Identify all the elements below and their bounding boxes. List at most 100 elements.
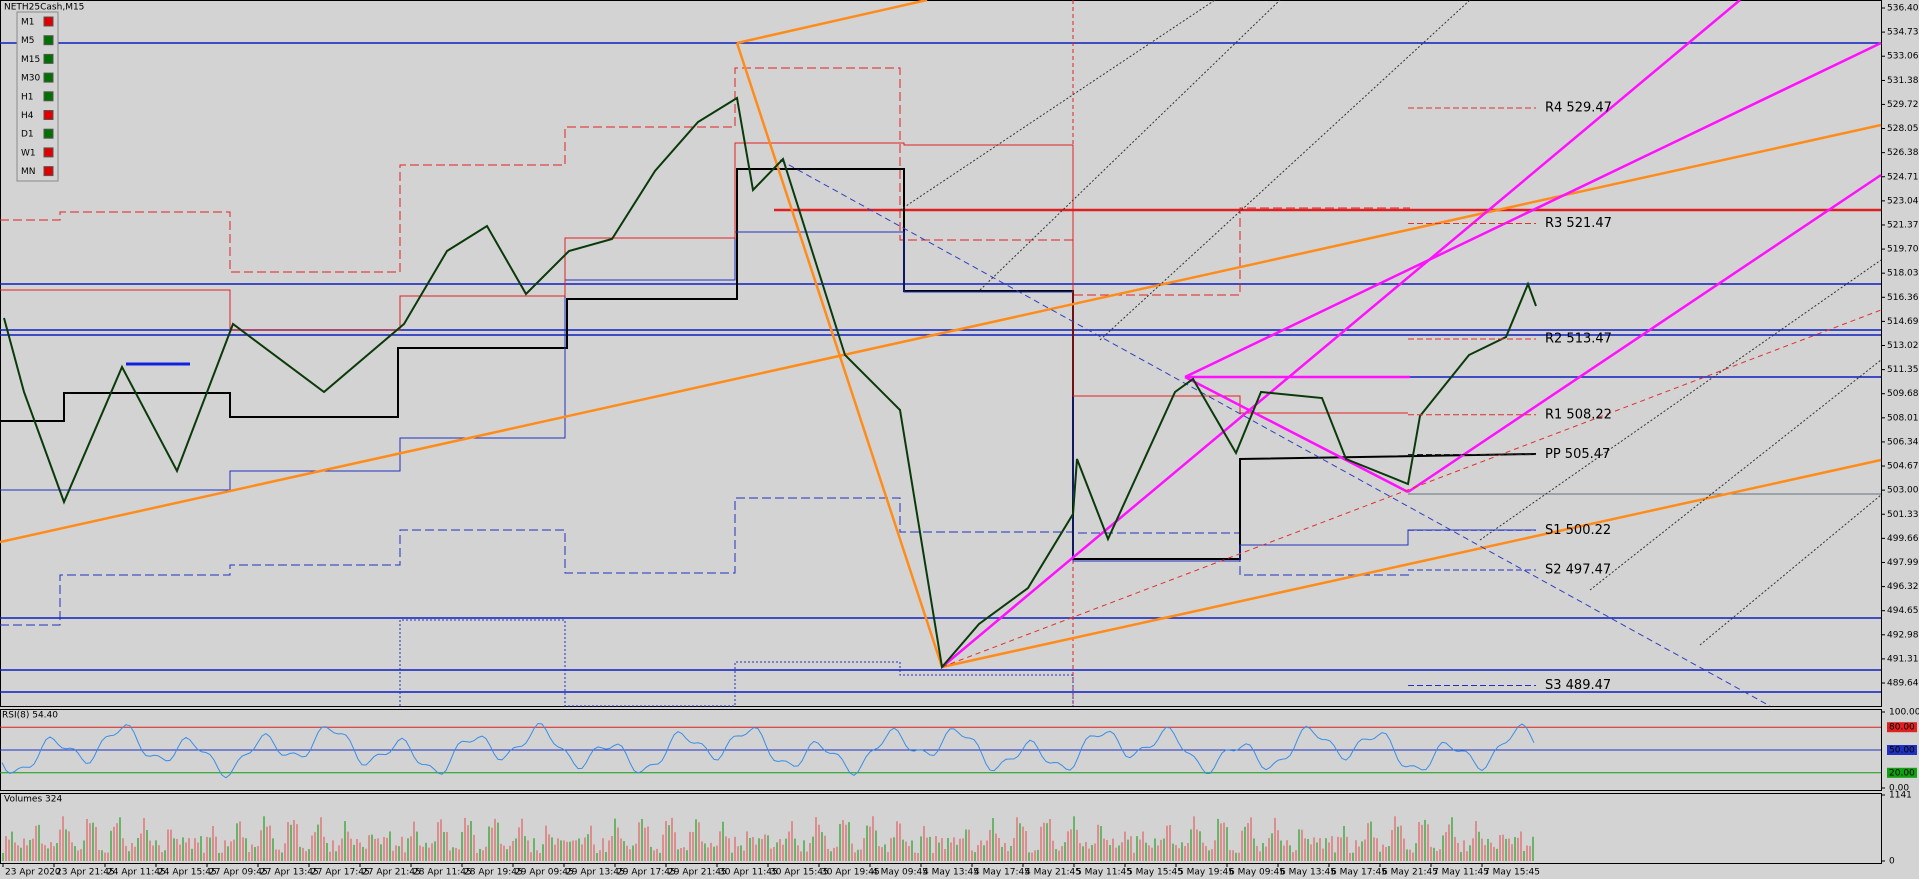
price-tick-label: 526.38: [1887, 148, 1919, 158]
timeframe-label[interactable]: H1: [21, 92, 34, 102]
trendline: [736, 0, 928, 45]
time-tick-label: 5 May 15:45: [1127, 868, 1183, 878]
price-tick-label: 513.02: [1887, 341, 1919, 351]
pivot-step: [0, 497, 1410, 626]
price-tick-label: 503.00: [1887, 486, 1919, 496]
price-tick-label: 506.34: [1887, 437, 1919, 447]
timeframe-label[interactable]: M1: [21, 18, 35, 28]
fib-fan: [1699, 494, 1882, 646]
time-tick-label: 27 Apr 13:45: [260, 868, 319, 878]
price-tick-label: 533.06: [1887, 52, 1919, 62]
pivot-label: R2 513.47: [1545, 332, 1612, 347]
price-tick-label: 489.64: [1887, 679, 1919, 689]
price-tick-label: 528.05: [1887, 124, 1919, 134]
rsi-title: RSI(8) 54.40: [2, 711, 58, 721]
rsi-tick-label: 0.00: [1889, 784, 1909, 794]
price-tick-label: 534.73: [1887, 28, 1919, 38]
time-tick-label: 5 May 11:45: [1076, 868, 1132, 878]
price-tick-label: 521.37: [1887, 220, 1919, 230]
time-tick-label: 30 Apr 15:45: [770, 868, 829, 878]
time-tick-label: 23 Apr 21:45: [56, 868, 115, 878]
price-tick-label: 496.32: [1887, 582, 1919, 592]
time-tick-label: 28 Apr 19:45: [464, 868, 523, 878]
price-tick-label: 504.67: [1887, 462, 1919, 472]
price-line: [3, 96, 1537, 670]
timeframe-status: [43, 91, 54, 102]
timeframe-label[interactable]: MN: [21, 167, 36, 177]
volume-panel: [0, 793, 1882, 864]
time-tick-label: 4 May 09:45: [872, 868, 928, 878]
timeframe-status: [43, 110, 54, 120]
main-panel: [0, 0, 1882, 707]
price-tick-label: 497.99: [1887, 558, 1919, 568]
fib-fan: [979, 0, 1281, 291]
time-tick-label: 28 Apr 11:45: [413, 868, 472, 878]
pivot-label: PP 505.47: [1545, 447, 1610, 462]
pivot-label: R1 508.22: [1545, 407, 1612, 422]
timeframe-status: [43, 147, 54, 158]
levels: [0, 0, 1882, 707]
time-tick-label: 29 Apr 09:45: [515, 868, 574, 878]
price-tick-label: 536.40: [1887, 4, 1919, 14]
channel-line: [1184, 375, 1409, 494]
pivot-label: S2 497.47: [1545, 562, 1611, 577]
time-tick-label: 7 May 15:45: [1484, 868, 1540, 878]
band-step: [0, 231, 1536, 562]
rsi-tick-label: 80.00: [1889, 723, 1915, 733]
timeframe-label[interactable]: W1: [21, 148, 36, 158]
pivot-label: R4 529.47: [1545, 101, 1612, 116]
timeframe-status: [43, 35, 54, 46]
volume-tick-label: 1141: [1889, 791, 1912, 801]
fib-fan: [1479, 259, 1882, 541]
timeframe-status: [43, 166, 54, 177]
time-tick-label: 4 May 21:45: [1025, 868, 1081, 878]
timeframe-label[interactable]: D1: [21, 130, 34, 140]
pivot-label: R3 521.47: [1545, 216, 1612, 231]
rsi-tick-label: 20.00: [1889, 768, 1915, 778]
rsi-level-box: [1887, 745, 1917, 755]
pivot-label: S3 489.47: [1545, 678, 1611, 693]
time-tick-label: 6 May 17:45: [1331, 868, 1387, 878]
channel-line: [1184, 41, 1882, 379]
timeframe-status: [43, 16, 54, 27]
band-step: [0, 142, 1408, 414]
time-tick-label: 29 Apr 17:45: [617, 868, 676, 878]
trendline: [735, 42, 944, 668]
channel-line: [941, 0, 1741, 668]
price-tick-label: 501.33: [1887, 510, 1919, 520]
price-tick-label: 508.01: [1887, 413, 1919, 423]
rsi-tick-label: 100.00: [1889, 708, 1919, 718]
price-tick-label: 511.35: [1887, 365, 1919, 375]
time-tick-label: 27 Apr 09:45: [209, 868, 268, 878]
time-tick-label: 27 Apr 17:45: [311, 868, 370, 878]
time-tick-label: 29 Apr 21:45: [668, 868, 727, 878]
timeframe-label[interactable]: M5: [21, 36, 35, 46]
volume-title: Volumes 324: [4, 795, 62, 805]
timeframe-label[interactable]: H4: [21, 111, 34, 121]
trendline: [941, 458, 1882, 669]
timeframe-status: [43, 72, 54, 83]
timeframe-label[interactable]: M15: [21, 55, 40, 65]
rsi-level-box: [1887, 722, 1917, 733]
price-tick-label: 531.38: [1887, 76, 1919, 86]
price-tick-label: 519.70: [1887, 245, 1919, 255]
time-tick-label: 7 May 11:45: [1433, 868, 1489, 878]
pivot-step: [0, 67, 1410, 296]
time-tick-label: 6 May 13:45: [1280, 868, 1336, 878]
timeframe-status: [43, 53, 54, 64]
time-tick-label: 6 May 09:45: [1229, 868, 1285, 878]
fib-fan: [1589, 359, 1882, 591]
fib-fan: [899, 0, 1216, 211]
timeframe-label[interactable]: M30: [21, 74, 40, 84]
price-tick-label: 524.71: [1887, 172, 1919, 182]
time-tick-label: 4 May 13:45: [923, 868, 979, 878]
fib-fan: [779, 159, 1771, 707]
price-tick-label: 499.66: [1887, 534, 1919, 544]
price-tick-label: 529.72: [1887, 100, 1919, 110]
time-tick-label: 6 May 21:45: [1382, 868, 1438, 878]
daily-open-step: [0, 168, 1537, 560]
chart-title: NETH25Cash,M15: [4, 3, 84, 13]
price-tick-label: 494.65: [1887, 606, 1919, 616]
rsi-level-box: [1887, 767, 1917, 778]
